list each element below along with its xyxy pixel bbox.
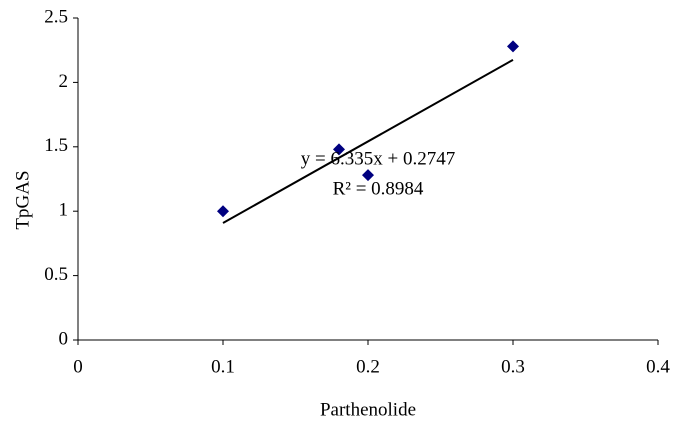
y-tick-label: 2.5 bbox=[44, 6, 68, 27]
trendline bbox=[222, 58, 514, 224]
x-axis-title: Parthenolide bbox=[320, 399, 416, 420]
x-tick-label: 0.1 bbox=[211, 356, 235, 377]
y-tick-label: 0 bbox=[59, 328, 69, 349]
point bbox=[362, 169, 374, 182]
x-tick-label: 0 bbox=[73, 356, 83, 377]
trendline-r2: R² = 0.8984 bbox=[333, 178, 424, 199]
trendline-equation: y = 6.335x + 0.2747 bbox=[301, 148, 455, 169]
point bbox=[333, 143, 345, 156]
x-tick-label: 0.2 bbox=[356, 356, 380, 377]
y-tick-label: 0.5 bbox=[44, 264, 68, 285]
y-axis-title: TpGAS bbox=[12, 170, 33, 229]
point bbox=[217, 205, 229, 218]
y-tick-label: 2 bbox=[59, 71, 69, 92]
x-tick-label: 0.3 bbox=[501, 356, 525, 377]
point bbox=[507, 40, 519, 53]
y-tick-label: 1 bbox=[59, 200, 69, 221]
x-tick-label: 0.4 bbox=[646, 356, 670, 377]
y-tick-label: 1.5 bbox=[44, 135, 68, 156]
